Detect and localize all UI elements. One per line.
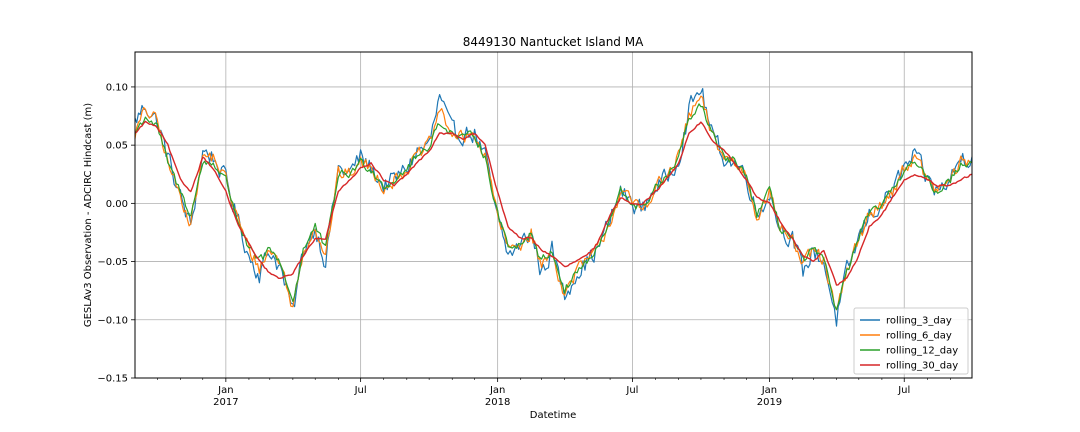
x-axis-label: Datetime — [530, 410, 577, 421]
legend-label-rolling-3-day: rolling_3_day — [886, 316, 952, 327]
legend-label-rolling-30-day: rolling_30_day — [886, 361, 958, 372]
series-layer — [134, 87, 973, 327]
legend-box — [853, 307, 969, 375]
y-tick-label: −0.10 — [97, 315, 128, 326]
legend-label-rolling-12-day: rolling_12_day — [886, 346, 958, 357]
y-axis-label: GESLAv3 Observation - ADCIRC Hindcast (m… — [83, 103, 94, 327]
plot-frame — [134, 51, 973, 379]
x-tick-year-label: 2019 — [757, 397, 782, 408]
series-line-rolling-12-day — [134, 103, 973, 311]
x-tick-label: Jul — [625, 385, 638, 396]
y-tick-label: 0.00 — [106, 199, 128, 210]
x-tick-label: Jul — [354, 385, 367, 396]
plot-background — [135, 52, 972, 378]
y-tick-label: −0.05 — [97, 257, 128, 268]
x-tick-label: Jul — [897, 385, 910, 396]
x-tick-year-label: 2018 — [485, 397, 510, 408]
series-line-rolling-3-day — [134, 87, 973, 327]
y-tick-label: −0.15 — [97, 374, 128, 385]
series-line-rolling-30-day — [134, 120, 973, 286]
grid-lines — [135, 52, 972, 379]
legend-label-rolling-6-day: rolling_6_day — [886, 331, 952, 342]
chart-title: 8449130 Nantucket Island MA — [463, 35, 644, 49]
x-tick-label: Jan — [217, 385, 233, 396]
x-tick-label: Jan — [761, 385, 777, 396]
x-tick-year-label: 2017 — [213, 397, 238, 408]
y-tick-label: 0.10 — [106, 82, 128, 93]
x-tick-label: Jan — [489, 385, 505, 396]
y-tick-label: 0.05 — [106, 141, 128, 152]
legend: rolling_3_day rolling_6_day rolling_12_day… — [853, 307, 969, 375]
